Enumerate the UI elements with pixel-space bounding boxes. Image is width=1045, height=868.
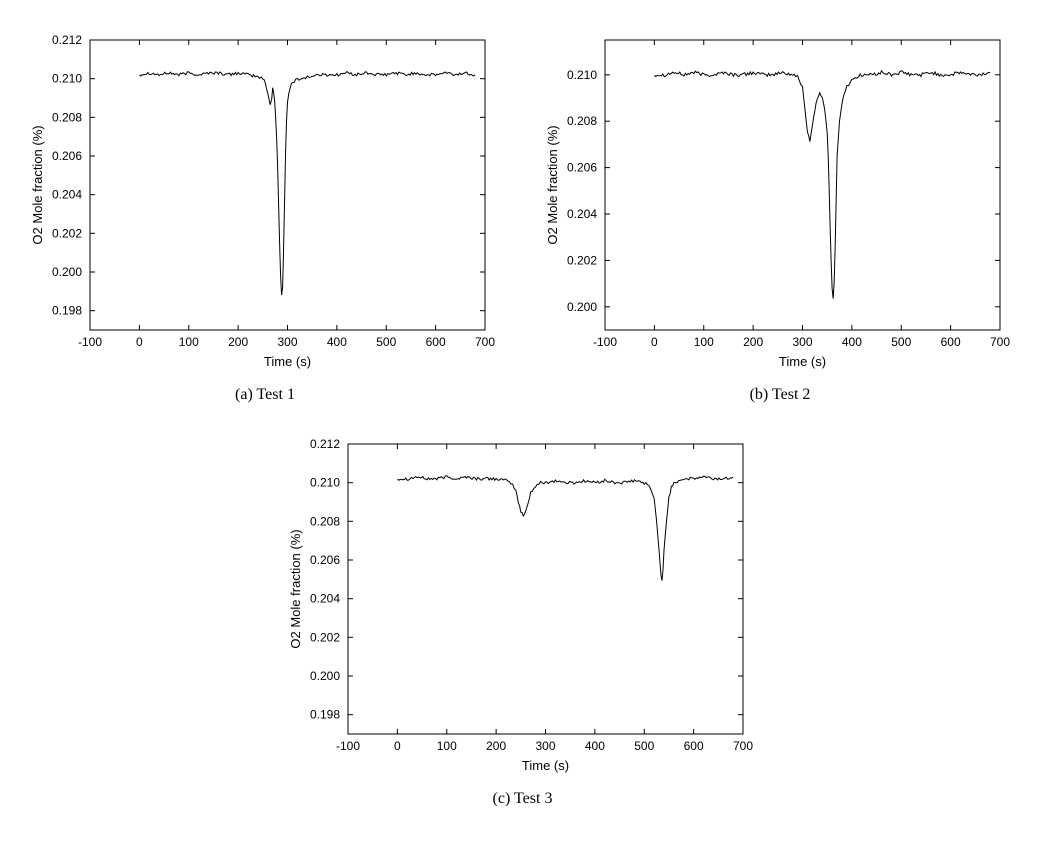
- svg-text:0.204: 0.204: [52, 188, 82, 202]
- svg-text:400: 400: [584, 739, 604, 753]
- svg-text:0.212: 0.212: [52, 33, 82, 47]
- svg-text:0.202: 0.202: [567, 253, 597, 267]
- svg-text:100: 100: [179, 335, 199, 349]
- panel-b: -100 0 100 200 300 400 500 600 700 0.200 0.202 0.20…: [535, 20, 1025, 404]
- svg-text:0.200: 0.200: [567, 300, 597, 314]
- svg-text:400: 400: [327, 335, 347, 349]
- svg-text:0.210: 0.210: [567, 68, 597, 82]
- svg-text:0.202: 0.202: [309, 630, 339, 644]
- svg-text:Time (s): Time (s): [521, 758, 568, 773]
- svg-text:O2 Mole fraction (%): O2 Mole fraction (%): [30, 125, 45, 244]
- svg-text:-100: -100: [78, 335, 102, 349]
- svg-text:0: 0: [394, 739, 401, 753]
- svg-text:400: 400: [842, 335, 862, 349]
- svg-text:0.208: 0.208: [567, 114, 597, 128]
- svg-text:0.198: 0.198: [309, 708, 339, 722]
- svg-text:-100: -100: [593, 335, 617, 349]
- svg-text:-100: -100: [335, 739, 359, 753]
- svg-text:0.198: 0.198: [52, 304, 82, 318]
- chart-a: -100 0 100 200 300 400 500 600 700 0.198 0.200 0.20…: [20, 20, 510, 380]
- svg-text:Time (s): Time (s): [779, 354, 826, 369]
- svg-text:0.204: 0.204: [567, 207, 597, 221]
- svg-text:O2 Mole fraction (%): O2 Mole fraction (%): [288, 529, 303, 648]
- svg-text:0.212: 0.212: [309, 437, 339, 451]
- svg-text:700: 700: [732, 739, 752, 753]
- svg-text:0.208: 0.208: [309, 514, 339, 528]
- panel-c: -100 0 100 200 300 400 500 600 700 0.198 0.200 0.20…: [278, 424, 768, 808]
- chart-c: -100 0 100 200 300 400 500 600 700 0.198 0.200 0.20…: [278, 424, 768, 784]
- panel-a: -100 0 100 200 300 400 500 600 700 0.198 0.200 0.20…: [20, 20, 510, 404]
- figure-grid: -100 0 100 200 300 400 500 600 700 0.198 0.200 0.20…: [20, 20, 1025, 808]
- svg-text:600: 600: [683, 739, 703, 753]
- caption-a: (a) Test 1: [235, 386, 295, 404]
- svg-text:300: 300: [535, 739, 555, 753]
- svg-text:200: 200: [486, 739, 506, 753]
- svg-text:0.200: 0.200: [52, 265, 82, 279]
- svg-text:Time (s): Time (s): [264, 354, 311, 369]
- svg-text:0.204: 0.204: [309, 592, 339, 606]
- svg-text:0.206: 0.206: [567, 161, 597, 175]
- svg-text:300: 300: [277, 335, 297, 349]
- svg-text:500: 500: [634, 739, 654, 753]
- svg-text:500: 500: [376, 335, 396, 349]
- svg-text:0.200: 0.200: [309, 669, 339, 683]
- svg-text:500: 500: [891, 335, 911, 349]
- svg-text:0.210: 0.210: [52, 72, 82, 86]
- chart-b: -100 0 100 200 300 400 500 600 700 0.200 0.202 0.20…: [535, 20, 1025, 380]
- row-bottom: -100 0 100 200 300 400 500 600 700 0.198 0.200 0.20…: [20, 424, 1025, 808]
- row-top: -100 0 100 200 300 400 500 600 700 0.198 0.200 0.20…: [20, 20, 1025, 404]
- svg-text:700: 700: [990, 335, 1010, 349]
- svg-text:0.210: 0.210: [309, 476, 339, 490]
- svg-text:200: 200: [228, 335, 248, 349]
- caption-b: (b) Test 2: [750, 386, 811, 404]
- svg-text:300: 300: [792, 335, 812, 349]
- svg-text:O2 Mole fraction (%): O2 Mole fraction (%): [545, 125, 560, 244]
- svg-text:0: 0: [136, 335, 143, 349]
- caption-c: (c) Test 3: [493, 790, 553, 808]
- svg-text:0: 0: [651, 335, 658, 349]
- svg-text:600: 600: [941, 335, 961, 349]
- svg-text:700: 700: [475, 335, 495, 349]
- svg-text:100: 100: [694, 335, 714, 349]
- svg-text:600: 600: [426, 335, 446, 349]
- svg-text:0.208: 0.208: [52, 110, 82, 124]
- svg-text:0.206: 0.206: [309, 553, 339, 567]
- svg-text:200: 200: [743, 335, 763, 349]
- svg-text:0.202: 0.202: [52, 226, 82, 240]
- svg-text:0.206: 0.206: [52, 149, 82, 163]
- svg-text:100: 100: [436, 739, 456, 753]
